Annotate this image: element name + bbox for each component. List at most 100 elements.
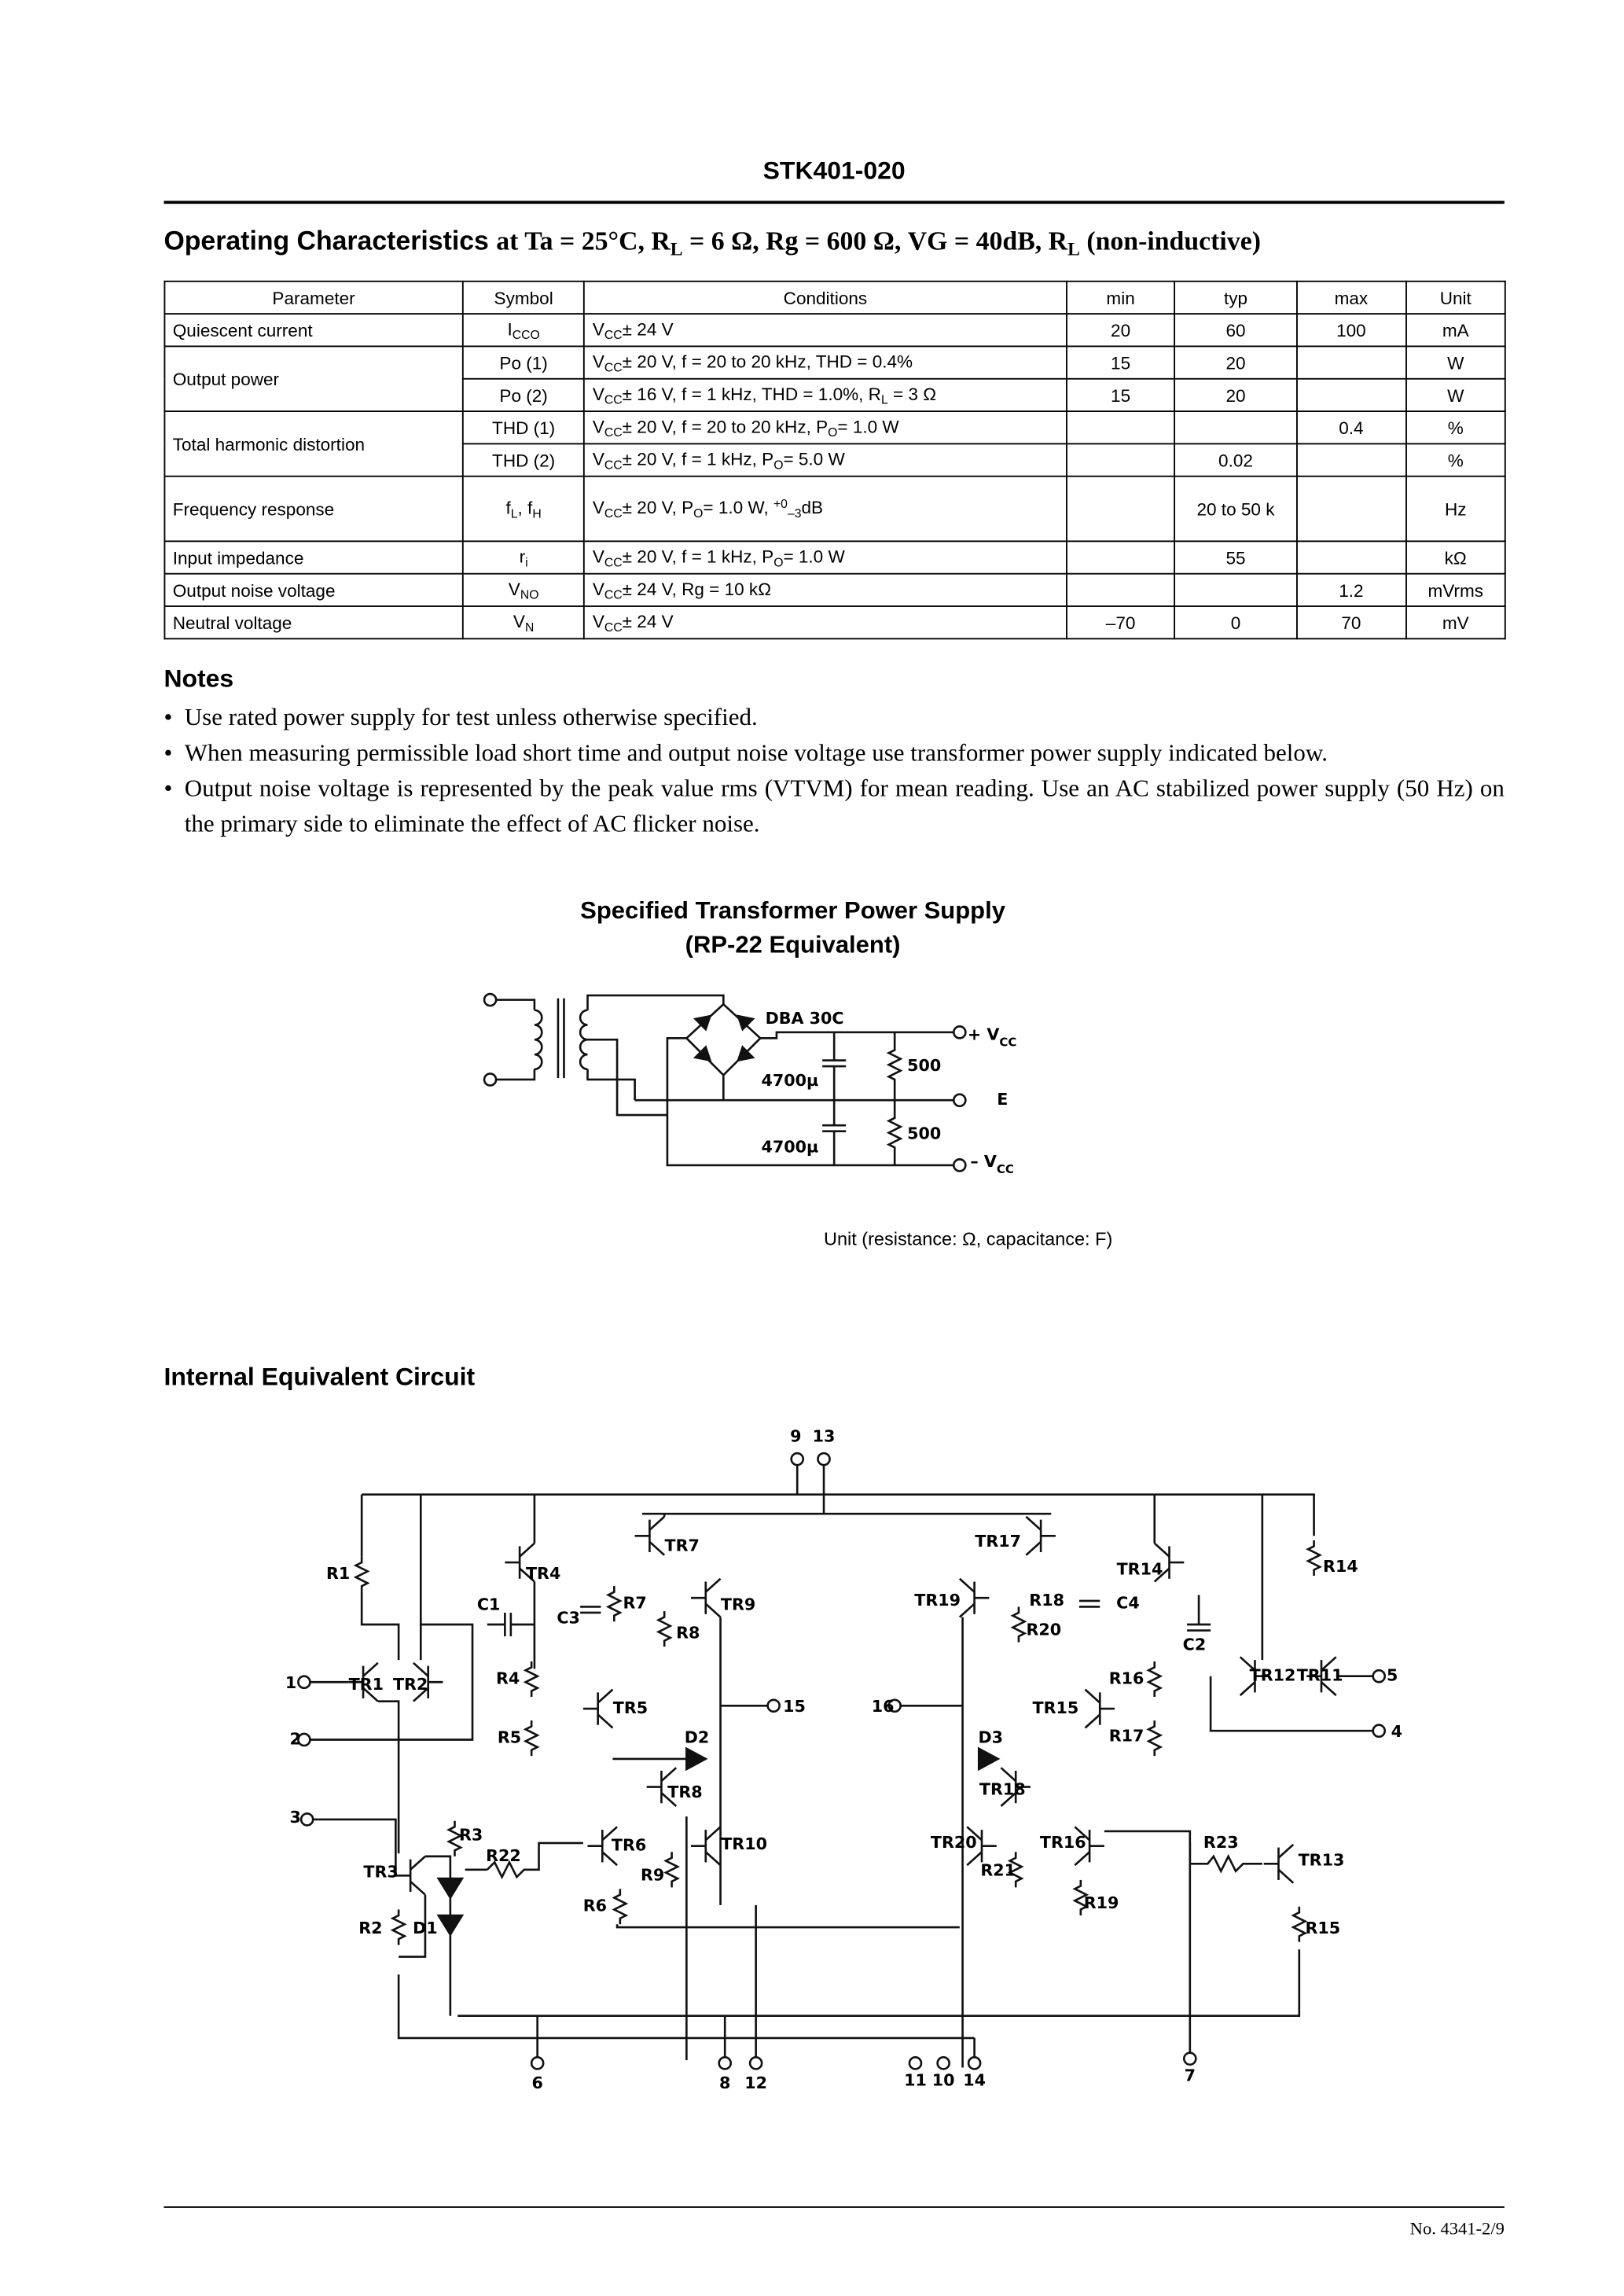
- text: V: [592, 578, 604, 600]
- component-label: 4700µ: [761, 1071, 818, 1090]
- subscript: O: [773, 554, 784, 569]
- component-label: R8: [676, 1623, 700, 1642]
- component-label: R3: [459, 1826, 483, 1845]
- component-label: E: [997, 1090, 1008, 1109]
- conditions-cell: VCC± 24 V: [583, 313, 1067, 348]
- text: 0.4: [1339, 417, 1364, 438]
- min-cell: [1065, 572, 1176, 607]
- symbol-cell: Po (1): [461, 345, 586, 380]
- component-label: 3: [289, 1808, 300, 1827]
- component-label: R19: [1084, 1893, 1119, 1912]
- text: Po (2): [499, 385, 548, 406]
- conditions-cell: VCC± 20 V, PO= 1.0 W, +0–3dB: [583, 475, 1067, 543]
- bullet: •: [164, 703, 173, 731]
- conditions-cell: VCC± 20 V, f = 20 to 20 kHz, THD = 0.4%: [583, 345, 1067, 380]
- text: mVrms: [1427, 580, 1483, 601]
- subscript: CC: [604, 392, 623, 407]
- text: f: [505, 497, 511, 518]
- parameter-cell: Total harmonic distortion: [164, 410, 464, 477]
- conditions-cell: VCC± 24 V, Rg = 10 kΩ: [583, 572, 1067, 607]
- text: ± 20 V, P: [622, 498, 694, 519]
- subscript: L: [510, 505, 518, 521]
- text: Frequency response: [172, 498, 335, 520]
- component-label: TR15: [1033, 1698, 1079, 1717]
- text: 4700µ: [761, 1071, 818, 1090]
- text: THD (2): [492, 449, 556, 471]
- text: V: [592, 448, 604, 469]
- component-label: TR7: [665, 1536, 700, 1555]
- unit-cell: Hz: [1405, 475, 1506, 543]
- min-cell: 15: [1065, 345, 1176, 380]
- title-rest: at Ta = 25°C, RL = 6 Ω, Rg = 600 Ω, VG =…: [496, 226, 1261, 259]
- subscript: CC: [604, 456, 623, 472]
- subscript: CC: [997, 1162, 1014, 1176]
- text: Total harmonic distortion: [172, 433, 366, 454]
- symbol-cell: ri: [461, 540, 586, 575]
- bullet: •: [164, 738, 173, 767]
- header-cell: Symbol: [461, 280, 586, 315]
- text: Po (1): [499, 351, 548, 373]
- header-cell: typ: [1174, 280, 1298, 315]
- component-label: 4700µ: [761, 1137, 818, 1156]
- text: at Ta = 25°C, R: [496, 226, 671, 256]
- subscript: NO: [520, 587, 539, 602]
- parameter-cell: Output noise voltage: [164, 572, 464, 607]
- subscript: CC: [604, 554, 623, 569]
- max-cell: [1295, 540, 1407, 575]
- component-label: TR12: [1250, 1666, 1296, 1685]
- typ-cell: [1174, 410, 1298, 445]
- text: THD (1): [492, 417, 556, 438]
- component-label: + VCC: [968, 1025, 1017, 1050]
- component-label: C1: [477, 1595, 501, 1614]
- max-cell: 1.2: [1295, 572, 1407, 607]
- diagram-title: Specified Transformer Power Supply (RP-22…: [498, 895, 1088, 962]
- subscript: N: [524, 619, 535, 635]
- note-text: Output noise voltage is represented by t…: [184, 774, 1505, 837]
- typ-cell: 55: [1174, 540, 1298, 575]
- component-label: R16: [1109, 1669, 1145, 1687]
- text: 55: [1225, 546, 1246, 568]
- subscript: L: [880, 392, 888, 407]
- text: ± 20 V, f = 1 kHz, P: [622, 546, 774, 567]
- component-label: R4: [496, 1669, 520, 1687]
- text: I: [507, 318, 513, 340]
- section-title: Operating Characteristics at Ta = 25°C, R…: [164, 226, 1261, 261]
- note-text: Use rated power supply for test unless o…: [184, 703, 758, 731]
- text: ± 20 V, f = 20 to 20 kHz, P: [622, 416, 829, 437]
- header-rule: [164, 201, 1505, 204]
- component-label: TR1: [349, 1675, 384, 1694]
- component-label: R2: [358, 1919, 382, 1937]
- component-label: 11: [904, 2070, 927, 2089]
- component-label: R14: [1323, 1557, 1358, 1576]
- conditions-cell: VCC± 16 V, f = 1 kHz, THD = 1.0%, RL = 3…: [583, 377, 1067, 413]
- symbol-cell: THD (2): [461, 443, 586, 477]
- table-row: Input impedance ri VCC± 20 V, f = 1 kHz, P…: [164, 540, 1506, 575]
- component-label: R21: [980, 1861, 1016, 1880]
- subscript: CC: [604, 506, 623, 521]
- conditions-cell: VCC± 20 V, f = 1 kHz, PO= 5.0 W: [583, 443, 1067, 477]
- component-label: R15: [1306, 1919, 1341, 1937]
- component-label: 5: [1387, 1666, 1398, 1685]
- symbol-cell: THD (1): [461, 410, 586, 445]
- component-label: TR3: [363, 1863, 398, 1882]
- subscript: CC: [604, 619, 623, 635]
- note-item: • When measuring permissible load short t…: [164, 735, 1504, 771]
- component-label: 7: [1185, 2066, 1196, 2085]
- text: dB: [801, 498, 824, 519]
- unit-cell: W: [1405, 377, 1506, 413]
- unit-cell: W: [1405, 345, 1506, 380]
- table-row: Po (2) VCC± 16 V, f = 1 kHz, THD = 1.0%, …: [164, 377, 1506, 413]
- component-label: R17: [1109, 1727, 1145, 1746]
- table-row: Output power Po (1) VCC± 20 V, f = 20 to 2…: [164, 345, 1506, 413]
- text: 15: [1111, 385, 1131, 406]
- min-cell: [1065, 410, 1176, 445]
- component-label: D3: [978, 1728, 1003, 1747]
- text: %: [1447, 417, 1464, 438]
- component-label: TR13: [1299, 1851, 1345, 1870]
- text: V: [513, 611, 525, 632]
- parameter-cell: Input impedance: [164, 540, 464, 575]
- footer-rule: [164, 2206, 1505, 2209]
